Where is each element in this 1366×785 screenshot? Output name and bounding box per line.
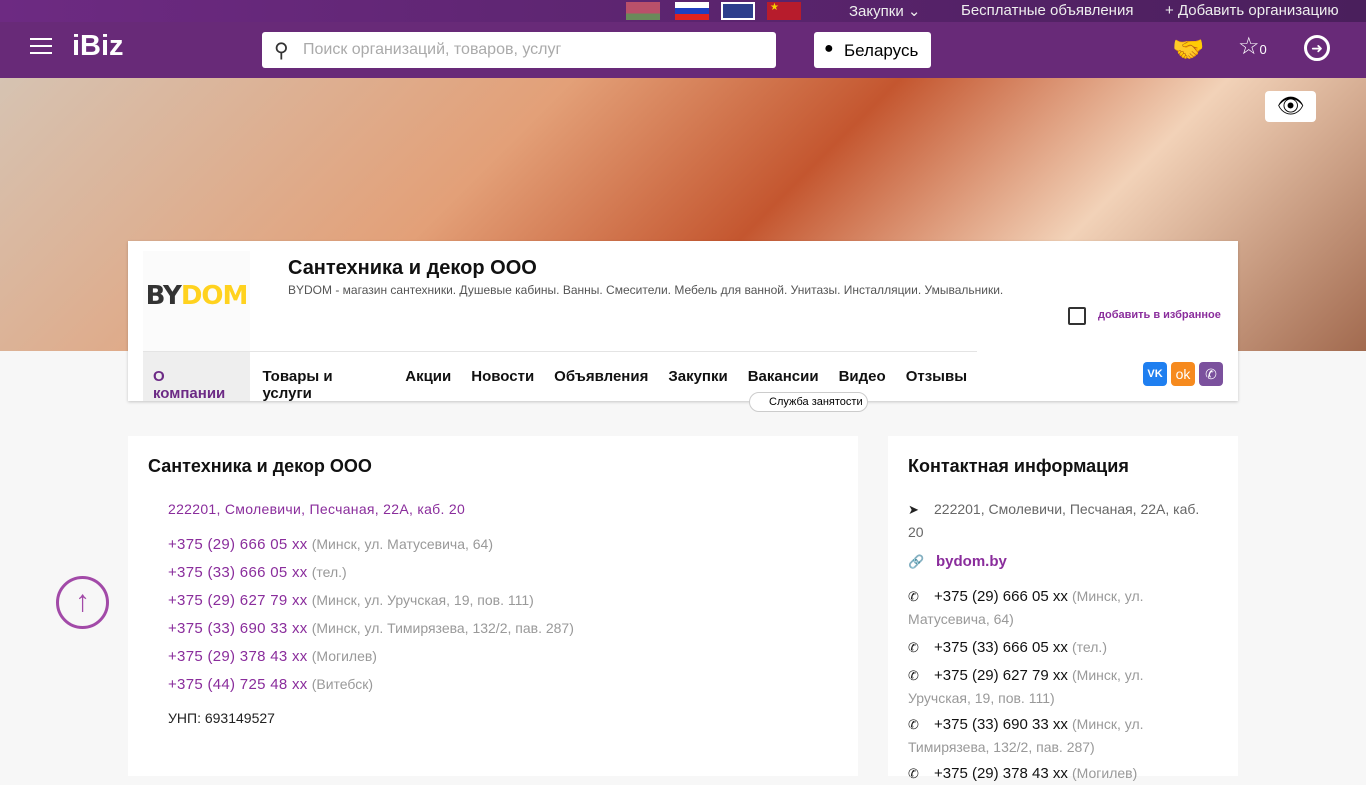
phone-number[interactable]: +375 (33) 666 05 xx [934,639,1068,656]
phone-number[interactable]: +375 (33) 690 33 xx [934,716,1068,733]
top-bar: ★ Закупки ⌄ Бесплатные объявления + Доба… [0,0,1366,22]
phone-icon: ✆ [908,668,919,683]
phone-note: (Минск, ул. Матусевича, 64) [311,536,493,552]
flag-uk[interactable] [721,2,755,20]
company-logo: BYDOM [143,251,250,351]
tab-ads[interactable]: Объявления [554,368,649,385]
phone-note: (Минск, ул. Уручская, 19, пов. 111) [311,592,534,608]
favorites-count: 0 [1259,42,1267,57]
plus-icon: + [1165,2,1178,19]
tab-promotions[interactable]: Акции [405,368,452,385]
phone-row: +375 (33) 690 33 xx (Минск, ул. Тимирязе… [168,620,574,637]
eye-icon[interactable]: 👁 [1265,91,1316,122]
search-input[interactable]: ⚲ Поиск организаций, товаров, услуг [262,32,776,68]
contact-phone: ✆ +375 (29) 627 79 xx (Минск, ул. Уручска… [908,664,1208,710]
tab-vacancies[interactable]: Вакансии [747,368,819,385]
address-text: 222201, Смолевичи, Песчаная, 22А, каб. 2… [908,501,1200,540]
tooltip-label: Служба занятости [769,396,863,408]
link-icon: 🔗 [908,554,925,569]
company-tabs: О компании Товары и услуги Акции Новости… [143,351,977,402]
chevron-down-icon: ⌄ [907,3,921,20]
free-ads-link[interactable]: Бесплатные объявления [961,2,1134,19]
contact-site: 🔗 bydom.by [908,550,1208,573]
phone-icon: ✆ [908,766,919,781]
logo[interactable]: iBiz [72,30,124,62]
phone-link[interactable]: +375 (33) 690 33 xx [168,620,308,637]
phone-link[interactable]: +375 (29) 627 79 xx [168,592,308,609]
tab-video[interactable]: Видео [838,368,886,385]
phone-link[interactable]: +375 (29) 666 05 xx [168,536,308,553]
phone-note: (Витебск) [311,676,374,692]
phone-icon: ✆ [908,640,919,655]
contact-phone: ✆ +375 (33) 666 05 xx (тел.) [908,636,1208,659]
location-pin-icon: ● [824,40,834,57]
contacts-title: Контактная информация [908,456,1129,476]
phone-note: (Минск, ул. Матусевича, 64) [908,588,1144,627]
contact-phone: ✆ +375 (29) 378 43 xx (Могилев) [908,762,1208,785]
phone-note: (Минск, ул. Тимирязева, 132/2, пав. 287) [908,716,1144,755]
tab-reviews[interactable]: Отзывы [905,368,967,385]
phone-note: (Могилев) [1072,765,1138,781]
handshake-icon[interactable]: 🤝 [1172,34,1205,64]
country-selector[interactable]: ● Беларусь [814,32,931,68]
search-icon: ⚲ [274,40,289,62]
phone-number[interactable]: +375 (29) 666 05 xx [934,588,1068,605]
header: iBiz ⚲ Поиск организаций, товаров, услуг… [0,22,1366,78]
country-label: Беларусь [844,41,919,60]
purchases-menu[interactable]: Закупки ⌄ [849,2,920,20]
phone-row: +375 (29) 666 05 xx (Минск, ул. Матусеви… [168,536,493,553]
favorite-checkbox[interactable] [1068,307,1086,325]
add-organization-link[interactable]: + Добавить организацию [1165,2,1339,19]
site-link[interactable]: bydom.by [936,553,1007,570]
favorites-stars-icon[interactable]: ☆0 [1238,33,1267,60]
phone-note: (Минск, ул. Тимирязева, 132/2, пав. 287) [311,620,574,636]
phone-row: +375 (29) 627 79 xx (Минск, ул. Уручская… [168,592,534,609]
address-link[interactable]: 222201, Смолевичи, Песчаная, 22А, каб. 2… [168,501,466,517]
company-description: BYDOM - магазин сантехники. Душевые каби… [288,283,1004,297]
navigation-arrow-icon: ➤ [908,502,919,517]
tab-products[interactable]: Товары и услуги [262,368,333,402]
phone-row: +375 (33) 666 05 xx (тел.) [168,564,347,581]
flag-russia[interactable] [675,2,709,20]
scroll-up-button[interactable]: ↑ [56,576,109,629]
viber-icon[interactable]: ✆ [1199,362,1223,386]
tab-news[interactable]: Новости [471,368,535,385]
purchases-label: Закупки [849,3,904,20]
add-to-favorites-link[interactable]: добавить в избранное [1098,309,1221,321]
contact-phone: ✆ +375 (33) 690 33 xx (Минск, ул. Тимиряз… [908,713,1208,759]
odnoklassniki-icon[interactable]: ok [1171,362,1195,386]
company-name: Сантехника и декор ООО [288,257,537,279]
phone-note: (Могилев) [311,648,377,664]
phone-link[interactable]: +375 (29) 378 43 xx [168,648,308,665]
phone-icon: ✆ [908,717,919,732]
contact-address: ➤ 222201, Смолевичи, Песчаная, 22А, каб. … [908,498,1208,544]
unp: УНП: 693149527 [168,710,275,726]
phone-number[interactable]: +375 (29) 627 79 xx [934,667,1068,684]
menu-icon[interactable] [30,38,52,54]
company-card: BYDOM Сантехника и декор ООО BYDOM - маг… [128,241,1238,402]
phone-link[interactable]: +375 (33) 666 05 xx [168,564,308,581]
contact-phone: ✆ +375 (29) 666 05 xx (Минск, ул. Матусев… [908,585,1208,631]
employment-service-tooltip[interactable]: Служба занятости [749,392,868,412]
tab-about[interactable]: О компании [143,352,251,402]
phone-note: (тел.) [311,564,347,580]
phone-link[interactable]: +375 (44) 725 48 xx [168,676,308,693]
contacts-panel: Контактная информация ➤ 222201, Смолевичи… [888,436,1238,782]
tab-purchases[interactable]: Закупки [668,368,728,385]
phone-icon: ✆ [908,589,919,604]
vk-icon[interactable]: VK [1143,362,1167,386]
flag-china[interactable]: ★ [767,2,801,20]
phone-row: +375 (29) 378 43 xx (Могилев) [168,648,377,665]
about-title: Сантехника и декор ООО [148,456,372,476]
phone-note: (тел.) [1072,639,1107,655]
login-icon[interactable]: ➜ [1304,35,1330,61]
flag-belarus[interactable] [626,2,660,20]
phone-row: +375 (44) 725 48 xx (Витебск) [168,676,373,693]
phone-note: (Минск, ул. Уручская, 19, пов. 111) [908,667,1144,706]
add-organization-label: Добавить организацию [1177,2,1339,19]
search-placeholder: Поиск организаций, товаров, услуг [303,41,562,58]
about-panel: Сантехника и декор ООО 222201, Смолевичи… [128,436,858,776]
